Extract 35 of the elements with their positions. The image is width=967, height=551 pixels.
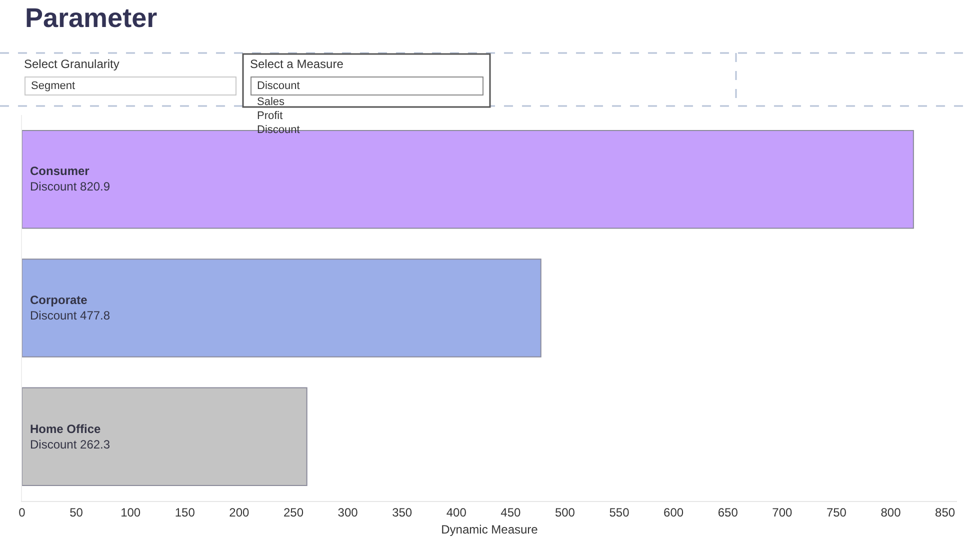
x-tick-label: 350 bbox=[392, 505, 412, 520]
x-tick-label: 250 bbox=[283, 505, 304, 520]
annotation: Profit bbox=[257, 110, 283, 122]
text: Discount bbox=[257, 80, 300, 92]
bar bbox=[22, 258, 542, 358]
y-tick-label: Corporate bbox=[30, 293, 88, 307]
x-tick-label: 100 bbox=[120, 505, 141, 520]
x-tick-label: 0 bbox=[18, 505, 26, 520]
x-tick-label: 400 bbox=[446, 505, 467, 520]
chart-title: Parameter bbox=[25, 2, 158, 33]
x-tick-label: 150 bbox=[174, 505, 196, 520]
x-tick-label: 200 bbox=[229, 505, 250, 520]
x-tick-label: 450 bbox=[500, 505, 522, 520]
x-tick-label: 800 bbox=[880, 505, 902, 520]
x-tick-label: 650 bbox=[718, 505, 738, 520]
y-tick-label: Home Office bbox=[30, 422, 102, 436]
x-tick-label: 850 bbox=[935, 505, 956, 520]
x-tick-label: 50 bbox=[70, 505, 84, 520]
x-tick-label: 600 bbox=[664, 505, 684, 520]
text: Sales bbox=[257, 96, 286, 108]
x-tick-label: 300 bbox=[338, 505, 358, 520]
data-label: Discount 477.8 bbox=[30, 308, 110, 323]
text: Select Granularity bbox=[24, 57, 120, 71]
annotation: Discount bbox=[257, 124, 300, 136]
x-tick-label: 550 bbox=[609, 505, 630, 520]
x-tick-label: 500 bbox=[554, 505, 576, 520]
text: Select a Measure bbox=[250, 57, 344, 71]
x-axis-title: Dynamic Measure bbox=[441, 522, 538, 536]
data-label: Discount 820.9 bbox=[30, 180, 110, 194]
text: Segment bbox=[31, 80, 76, 92]
x-tick-label: 750 bbox=[826, 505, 847, 520]
x-tick-label: 700 bbox=[772, 505, 792, 520]
bar bbox=[22, 387, 308, 486]
data-label: Discount 262.3 bbox=[30, 438, 110, 452]
y-tick-label: Consumer bbox=[30, 164, 90, 178]
